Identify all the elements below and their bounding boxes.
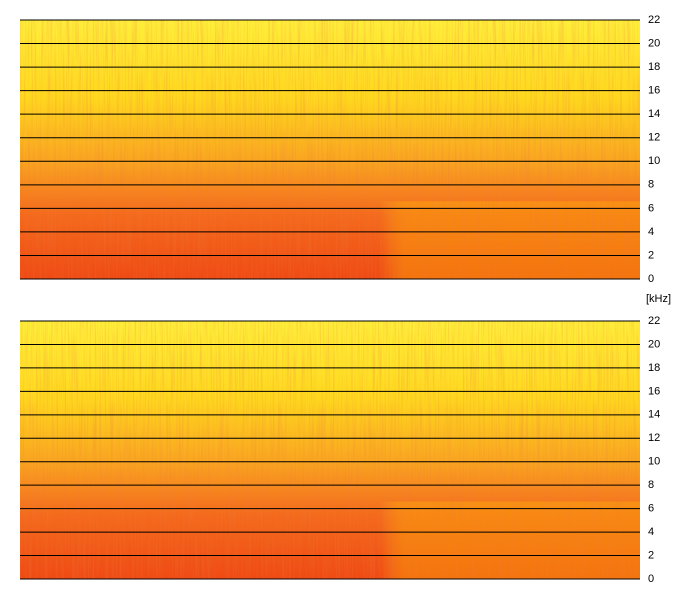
y-tick-label: 10 [648, 155, 660, 167]
y-tick-label: 18 [648, 362, 660, 374]
y-tick-label: 4 [648, 526, 654, 538]
y-tick-label: 18 [648, 61, 660, 73]
y-tick-label: 20 [648, 338, 660, 350]
y-tick-label: 0 [648, 273, 654, 285]
y-tick-label: 16 [648, 85, 660, 97]
y-tick-label: 2 [648, 549, 654, 561]
y-tick-label: 8 [648, 179, 654, 191]
y-tick-label: 6 [648, 503, 654, 515]
y-tick-label: 4 [648, 226, 654, 238]
y-tick-label: 8 [648, 479, 654, 491]
y-tick-label: 20 [648, 37, 660, 49]
y-tick-label: 12 [648, 432, 660, 444]
y-tick-label: 14 [648, 409, 660, 421]
spectrogram-texture [20, 321, 640, 579]
y-tick-label: 0 [648, 573, 654, 585]
y-tick-label: 16 [648, 385, 660, 397]
y-tick-label: 2 [648, 249, 654, 261]
y-tick-label: 14 [648, 108, 660, 120]
y-tick-label: 12 [648, 132, 660, 144]
y-tick-label: 6 [648, 202, 654, 214]
y-tick-label: 22 [648, 315, 660, 327]
y-tick-label: 22 [648, 14, 660, 26]
y-tick-label: 10 [648, 456, 660, 468]
y-axis-label: [kHz] [646, 293, 671, 305]
spectrogram-texture [20, 20, 640, 279]
